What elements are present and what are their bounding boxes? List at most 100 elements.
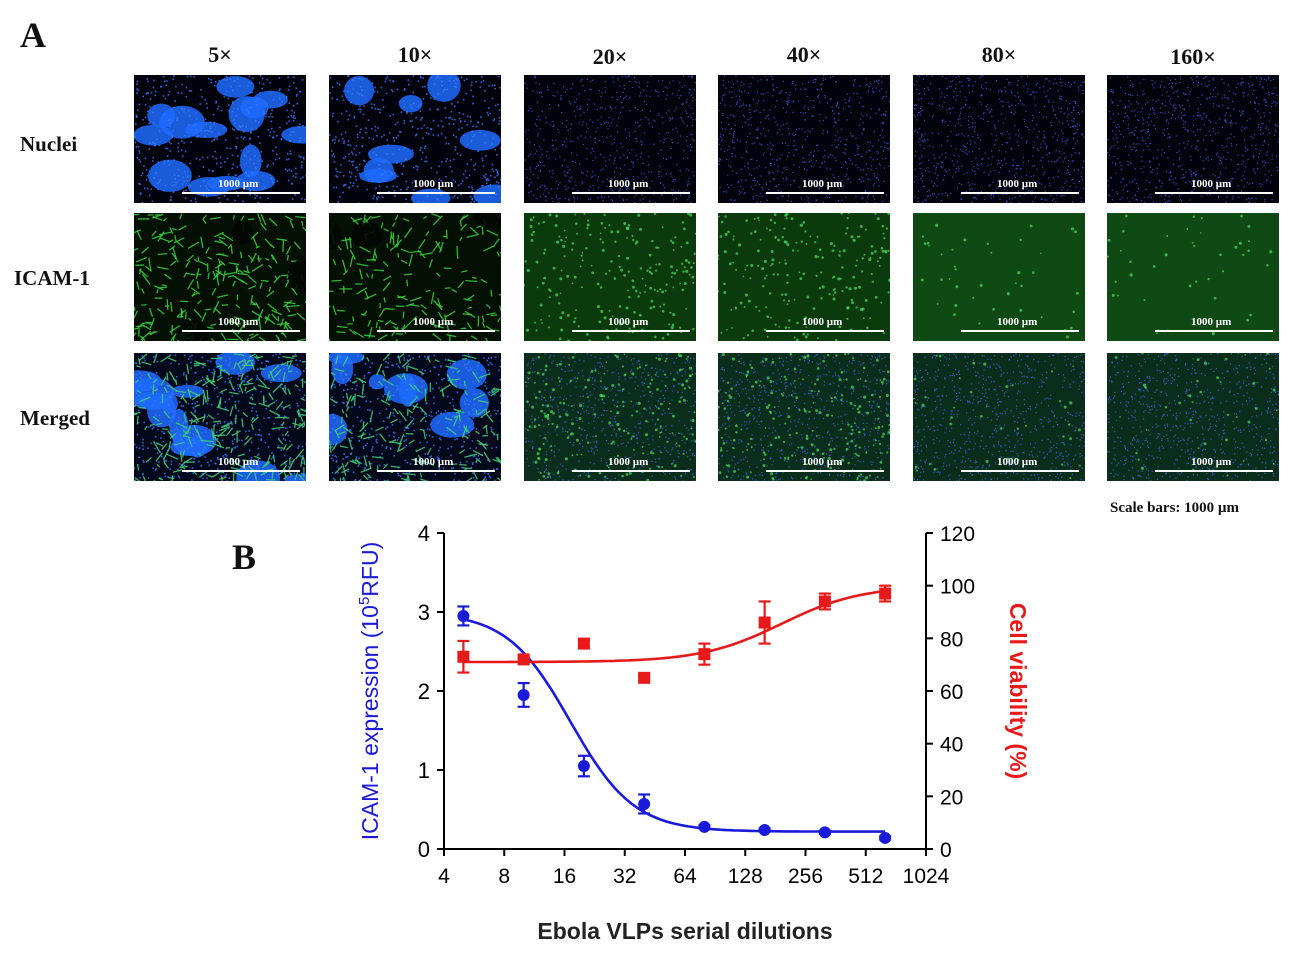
viability-data-point [879,587,892,600]
y-right-tick-label: 120 [940,523,975,546]
y-left-tick-label: 3 [418,600,430,625]
scale-bar-label: 1000 µm [608,178,649,190]
scale-bar-line [766,330,884,332]
micrograph-nuclei-5: 1000 µm [913,75,1085,203]
x-tick-label: 8 [498,865,510,888]
micrograph-icam-1-5: 1000 µm [913,213,1085,341]
y-right-tick-label: 40 [940,734,963,757]
x-tick-label: 4 [438,865,450,888]
column-label-6: 160× [1170,44,1216,69]
scale-bar-label: 1000 µm [1191,316,1232,328]
scale-bar-line [961,470,1079,472]
scale-bar-line [182,470,300,472]
micrograph-icam-1-1: 1000 µm [134,213,306,341]
icam-data-point [517,688,530,701]
scale-bar-label: 1000 µm [218,456,259,468]
scale-bar-line [182,192,300,194]
row-label-icam-1: ICAM-1 [14,266,90,290]
icam-data-point [818,826,831,839]
scale-bar-label: 1000 µm [608,456,649,468]
scale-bar-label: 1000 µm [413,178,454,190]
scale-bar-label: 1000 µm [608,316,649,328]
scale-bar-label: 1000 µm [802,456,843,468]
micrograph-merged-5: 1000 µm [913,353,1085,481]
x-tick-label: 128 [728,865,763,888]
micrograph-nuclei-2: 1000 µm [329,75,501,203]
column-label-4: 40× [786,42,822,67]
y-right-axis-title: Cell viability (%) [1005,603,1031,779]
y-right-tick-label: 60 [940,681,963,704]
scale-bar-label: 1000 µm [997,456,1038,468]
scale-bar-line [377,192,495,194]
y-left-axis-title: ICAM-1 expression (105RFU) [356,542,383,840]
column-label-3: 20× [592,44,628,69]
viability-data-point [818,595,831,608]
viability-data-point [517,653,530,666]
y-right-tick-label: 0 [940,839,952,862]
y-right-tick-label: 100 [940,576,975,599]
scale-bar-label: 1000 µm [413,456,454,468]
micrograph-nuclei-4: 1000 µm [718,75,890,203]
row-label-merged: Merged [20,406,90,430]
scale-bar-line [961,330,1079,332]
x-axis-title: Ebola VLPs serial dilutions [537,918,832,944]
micrograph-icam-1-6: 1000 µm [1107,213,1279,341]
micrograph-icam-1-3: 1000 µm [524,213,696,341]
scale-bar-label: 1000 µm [802,316,843,328]
viability-data-point [457,650,470,663]
micrograph-merged-2: 1000 µm [329,353,501,481]
y-left-tick-label: 4 [418,521,430,546]
x-tick-label: 512 [848,865,883,888]
column-label-1: 5× [208,42,232,67]
scale-bar-line [572,330,690,332]
icam-data-point [577,760,590,773]
dose-response-chart: 4 8 16 32 64 128 256 512 10240123402040608010012… [356,521,1031,944]
x-tick-label: 256 [788,865,823,888]
x-tick-label: 32 [613,865,636,888]
x-tick-label: 16 [553,865,576,888]
viability-data-point [638,671,651,684]
scale-bar-label: 1000 µm [218,316,259,328]
scale-bar-line [572,470,690,472]
x-tick-label: 1024 [903,865,950,888]
y-left-tick-label: 2 [418,679,430,704]
scale-bar-line [961,192,1079,194]
icam-data-point [698,820,711,833]
scale-bar-line [766,470,884,472]
y-right-tick-label: 80 [940,628,963,651]
scale-bar-line [572,192,690,194]
row-label-nuclei: Nuclei [20,132,78,156]
column-label-5: 80× [981,42,1017,67]
scale-bar-line [1155,470,1273,472]
scale-bar-note: Scale bars: 1000 µm [1110,500,1240,516]
icam-fit-curve [463,617,886,833]
scale-bar-label: 1000 µm [1191,456,1232,468]
viability-data-point [577,637,590,650]
scale-bar-label: 1000 µm [413,316,454,328]
scale-bar-line [1155,330,1273,332]
viability-fit-curve [463,589,886,664]
micrograph-icam-1-4: 1000 µm [718,213,890,341]
panel-b-letter: B [232,537,257,577]
y-right-tick-label: 20 [940,786,963,809]
micrograph-icam-1-2: 1000 µm [329,213,501,341]
scale-bar-label: 1000 µm [997,316,1038,328]
micrograph-nuclei-1: 1000 µm [134,75,306,203]
viability-data-point [758,616,771,629]
panel-a-letter: A [20,15,46,55]
column-label-2: 10× [397,42,433,67]
scale-bar-line [766,192,884,194]
scale-bar-label: 1000 µm [1191,178,1232,190]
icam-data-point [758,824,771,837]
micrograph-nuclei-6: 1000 µm [1107,75,1279,203]
scale-bar-line [377,330,495,332]
micrograph-merged-1: 1000 µm [134,353,306,481]
y-left-tick-label: 0 [418,837,430,862]
scale-bar-line [1155,192,1273,194]
scale-bar-line [182,330,300,332]
icam-data-point [638,797,651,810]
y-left-tick-label: 1 [418,758,430,783]
micrograph-merged-4: 1000 µm [718,353,890,481]
micrograph-nuclei-3: 1000 µm [524,75,696,203]
micrograph-merged-3: 1000 µm [524,353,696,481]
